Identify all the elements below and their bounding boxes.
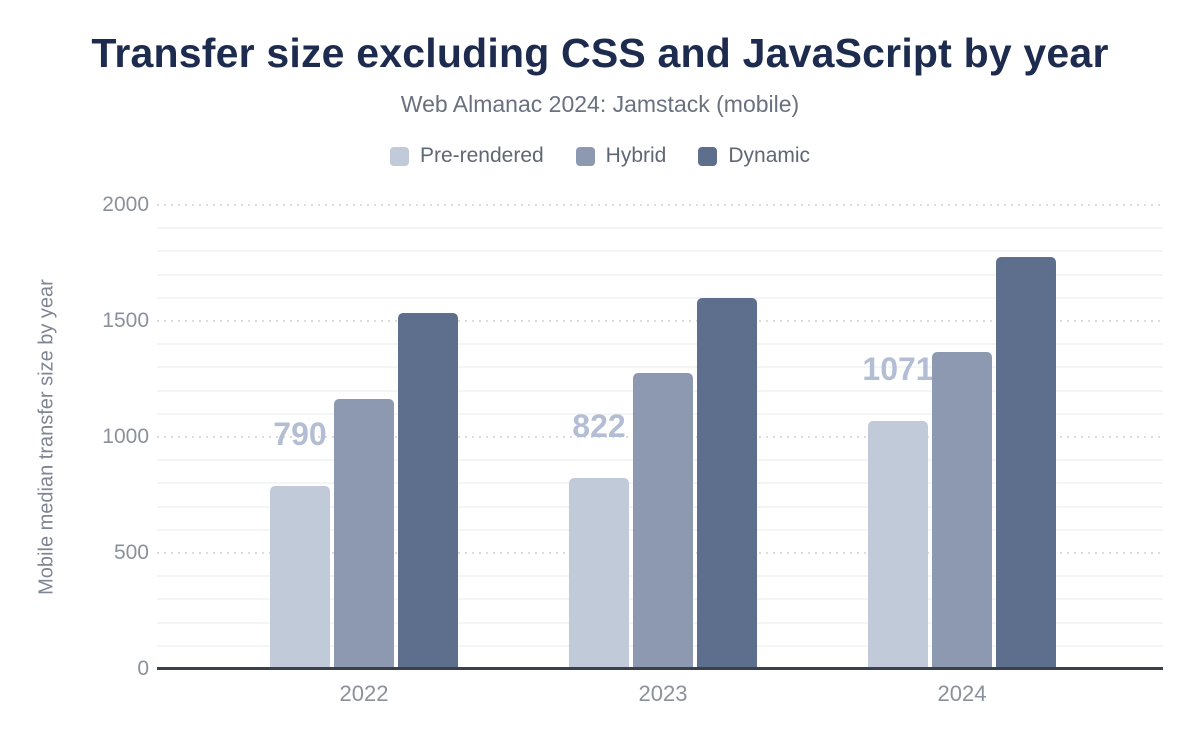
x-axis-label: 2022 (339, 681, 389, 706)
y-tick-label: 1500 (102, 309, 149, 332)
legend-label: Pre-rendered (419, 144, 544, 167)
legend-swatch-icon (389, 146, 409, 166)
y-tick-label: 1000 (102, 425, 149, 448)
plot-area: Mobile median transfer size by year 0 500… (36, 194, 1163, 706)
gridline-minor (157, 273, 1163, 276)
bar-dynamic-2022[interactable] (398, 312, 458, 669)
bar-pre-rendered-2022[interactable] (270, 485, 330, 669)
bar-pre-rendered-2024[interactable] (868, 420, 928, 669)
bar-dynamic-2023[interactable] (697, 297, 757, 669)
y-tick-label: 2000 (102, 193, 149, 216)
gridline-major (157, 320, 1163, 322)
gridline-minor (157, 366, 1163, 369)
chart-subtitle: Web Almanac 2024: Jamstack (mobile) (400, 91, 800, 117)
y-tick-label: 0 (137, 657, 149, 680)
bar-value-label: 790 (273, 415, 327, 452)
gridline-minor (157, 250, 1163, 253)
bar-value-label: 1071 (862, 350, 934, 387)
legend-item-hybrid: Hybrid (575, 144, 667, 168)
bar-pre-rendered-2023[interactable] (569, 478, 629, 669)
legend-label: Dynamic (728, 144, 811, 167)
legend-swatch-icon (698, 146, 718, 166)
bar-hybrid-2023[interactable] (633, 373, 693, 669)
y-tick-label: 500 (113, 541, 149, 564)
bar-dynamic-2024[interactable] (996, 257, 1056, 669)
legend: Pre-rendered Hybrid Dynamic (0, 144, 1200, 168)
bar-hybrid-2024[interactable] (932, 352, 992, 669)
gridline-major (157, 204, 1163, 206)
legend-swatch-icon (575, 146, 595, 166)
chart-title: Transfer size excluding CSS and JavaScri… (91, 30, 1109, 76)
legend-item-dynamic: Dynamic (698, 144, 810, 168)
gridline-minor (157, 343, 1163, 346)
gridline-minor (157, 296, 1163, 299)
x-axis-label: 2023 (638, 681, 688, 706)
bar-value-label: 822 (572, 408, 626, 445)
legend-item-pre-rendered: Pre-rendered (389, 144, 544, 168)
legend-label: Hybrid (605, 144, 667, 167)
x-axis-line (157, 667, 1163, 670)
bar-hybrid-2022[interactable] (334, 398, 394, 669)
x-axis-label: 2024 (937, 681, 987, 706)
gridline-minor (157, 227, 1163, 230)
